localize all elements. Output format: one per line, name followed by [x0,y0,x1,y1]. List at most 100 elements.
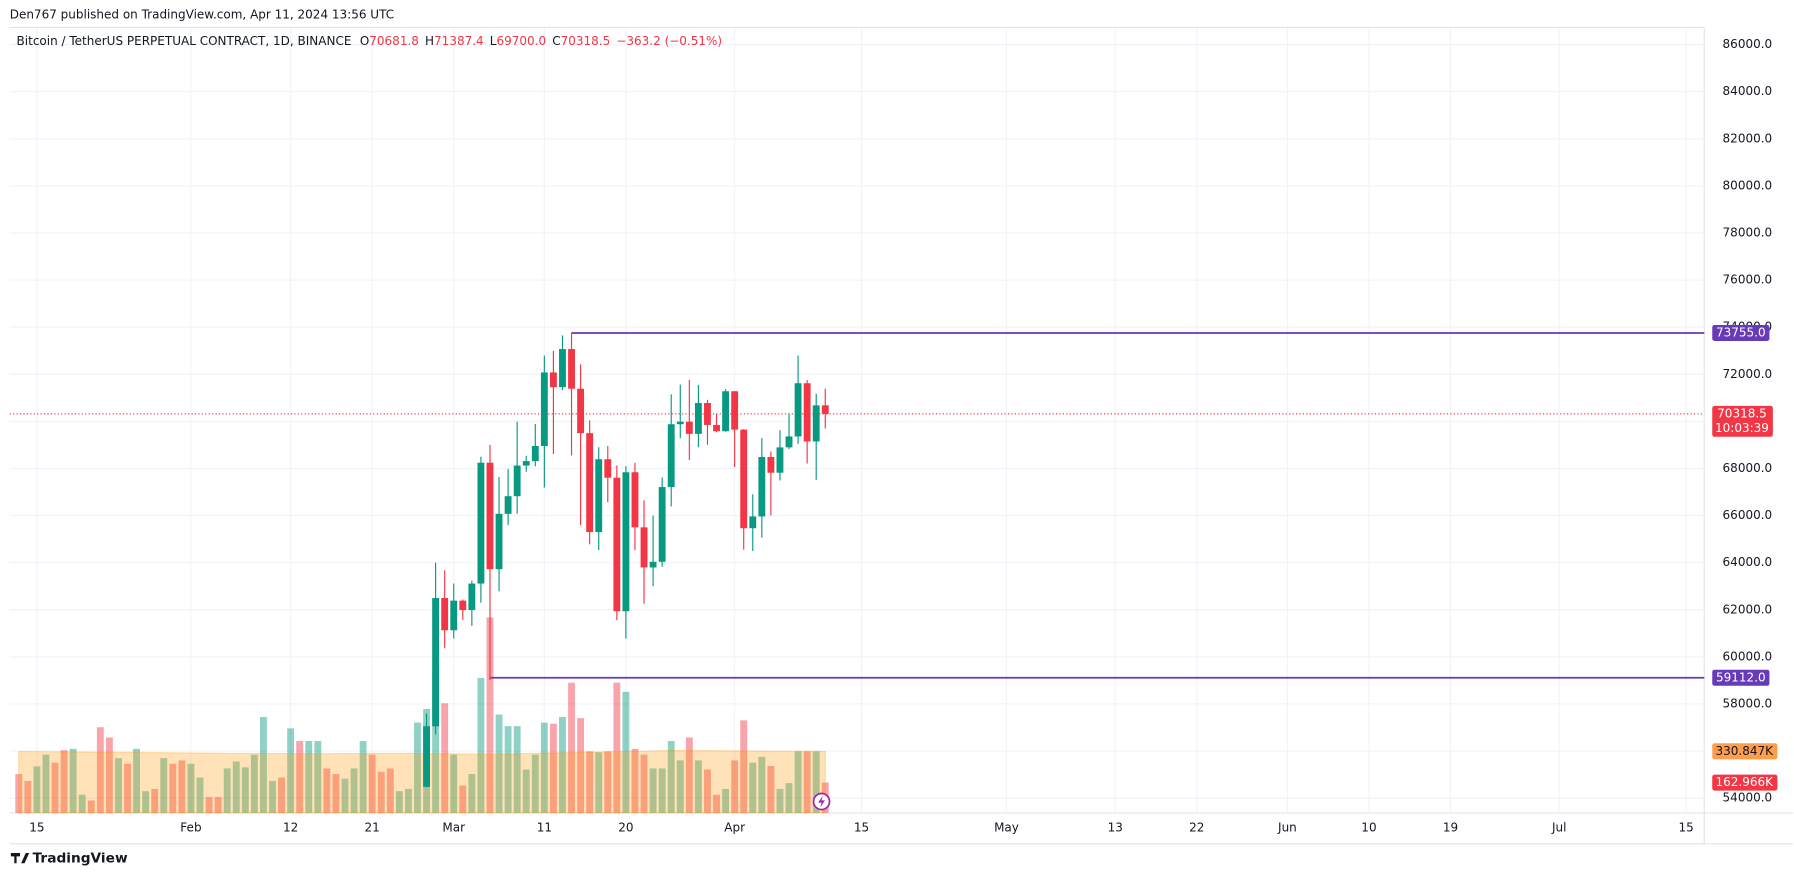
x-tick-label: 15 [854,820,869,834]
brand: TradingView [33,851,128,867]
x-tick-label: Feb [180,820,201,834]
candle-body [649,561,657,568]
candle-body [713,424,720,432]
volume-bar [269,780,276,813]
volume-bar [531,754,539,813]
x-tick-label: 19 [1443,820,1458,834]
volume-bar [323,768,331,813]
volume-bar [15,774,23,813]
volume-bar [42,754,50,813]
ohlc-value: 70681.8 [369,34,419,48]
volume-bar [60,750,68,813]
y-tick-label: 72000.0 [1723,367,1773,381]
volume-bar [812,751,820,813]
volume-ma-label: 330.847K [1716,744,1775,758]
volume-bar [359,741,367,813]
volume-bar [314,741,322,813]
y-tick-label: 66000.0 [1723,508,1773,522]
volume-bar [622,691,630,813]
candle-body [577,388,585,434]
volume-bar [260,716,267,813]
candle-body [631,472,639,528]
volume-bar [513,726,521,813]
y-tick-label: 80000.0 [1723,178,1773,192]
y-tick-label: 76000.0 [1723,273,1773,287]
x-tick-label: 11 [537,820,552,834]
volume-bar [640,754,648,813]
volume-bar [178,760,186,813]
volume-bar [51,762,59,813]
ohlc-value: 71387.4 [434,34,484,48]
y-tick-label: 78000.0 [1723,226,1773,240]
ohlc-key: H [425,34,434,48]
volume-bar [368,754,376,813]
y-tick-label: 62000.0 [1723,602,1773,616]
level-label: 59112.0 [1716,670,1766,684]
volume-bar [105,737,113,813]
x-tick-label: Apr [724,820,745,834]
ohlc-value: 70318.5 [561,34,611,48]
volume-bar [69,748,77,813]
volume-bar [386,768,394,813]
candle-body [622,472,630,612]
y-tick-label: 68000.0 [1723,461,1773,475]
ohlc-key: L [490,34,497,48]
candle-body [794,383,802,437]
level-label-box [1712,324,1770,341]
volume-bar [577,718,585,813]
volume-bar [486,617,494,813]
footer-logo: TradingView [10,851,128,867]
volume-bar [414,722,421,813]
candle-body [540,372,548,446]
candle-body [821,405,829,414]
candle-body [586,433,594,533]
volume-bar [305,741,313,813]
candle-body [495,513,503,570]
volume-bar [78,794,86,813]
countdown-label: 10:03:39 [1715,421,1769,435]
volume-bar [794,751,802,813]
volume-bar [694,760,702,813]
volume-bar [87,800,95,813]
candle-body [531,445,539,462]
volume-bar [124,763,131,813]
candle-body [803,383,811,442]
candle-body [568,349,575,389]
x-tick-label: Jul [1551,820,1566,834]
last-price-box [1712,405,1773,437]
legend: Bitcoin / TetherUS PERPETUAL CONTRACT, 1… [17,34,723,48]
candle-body [450,600,458,631]
y-tick-label: 84000.0 [1723,84,1773,98]
volume-bar [785,783,793,813]
ohlc-key: O [360,34,369,48]
candle-body [812,405,820,442]
volume-bar [803,751,811,813]
candle-body [740,429,748,529]
volume-bar [33,766,41,813]
volume-bar [250,754,258,813]
volume-ma-box [1712,743,1778,760]
volume-bar [595,752,603,813]
volume-bar [278,777,285,813]
volume-bar [232,761,240,813]
candle-body [513,465,521,497]
volume-bar [631,748,639,813]
x-tick-label: 10 [1361,820,1376,834]
candle-body [441,597,449,631]
volume-bar [133,748,141,813]
last-price-label: 70318.5 [1717,406,1767,420]
volume-bar [169,763,177,813]
volume-bar [223,768,231,813]
volume-bar [96,727,104,813]
volume-bar [549,723,557,813]
volume-bar [287,728,295,813]
volume-bar [540,722,548,813]
y-tick-label: 86000.0 [1723,37,1773,51]
volume-bar [151,788,159,813]
volume-bar [586,751,594,813]
candle-body [477,462,485,584]
candle-body [704,403,711,425]
volume-bar [160,758,168,813]
candle-body [685,421,693,434]
x-tick-label: 21 [365,820,380,834]
